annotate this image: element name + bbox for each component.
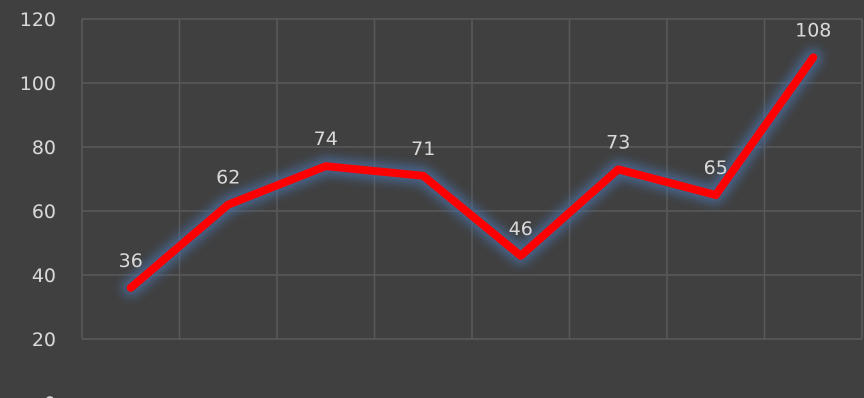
- data-label-2: 74: [314, 128, 338, 150]
- data-label-4: 46: [509, 218, 533, 240]
- y-tick-label-20: 20: [32, 329, 56, 351]
- data-label-1: 62: [216, 167, 240, 189]
- y-tick-label-40: 40: [32, 265, 56, 287]
- data-label-0: 36: [119, 250, 143, 272]
- data-labels: 36 62 74 71 46 73 65 108: [119, 19, 832, 271]
- y-axis-tick-labels: 0 20 40 60 80 100 120: [20, 9, 56, 398]
- y-tick-label-0: 0: [44, 393, 56, 398]
- series-layer: [121, 48, 823, 297]
- y-tick-label-120: 120: [20, 9, 56, 31]
- data-label-6: 65: [704, 157, 728, 179]
- y-tick-label-100: 100: [20, 73, 56, 95]
- y-tick-label-60: 60: [32, 201, 56, 223]
- data-label-3: 71: [411, 138, 435, 160]
- data-label-7: 108: [795, 19, 831, 41]
- series-line-0: [126, 53, 818, 292]
- data-label-5: 73: [606, 131, 630, 153]
- y-tick-label-80: 80: [32, 137, 56, 159]
